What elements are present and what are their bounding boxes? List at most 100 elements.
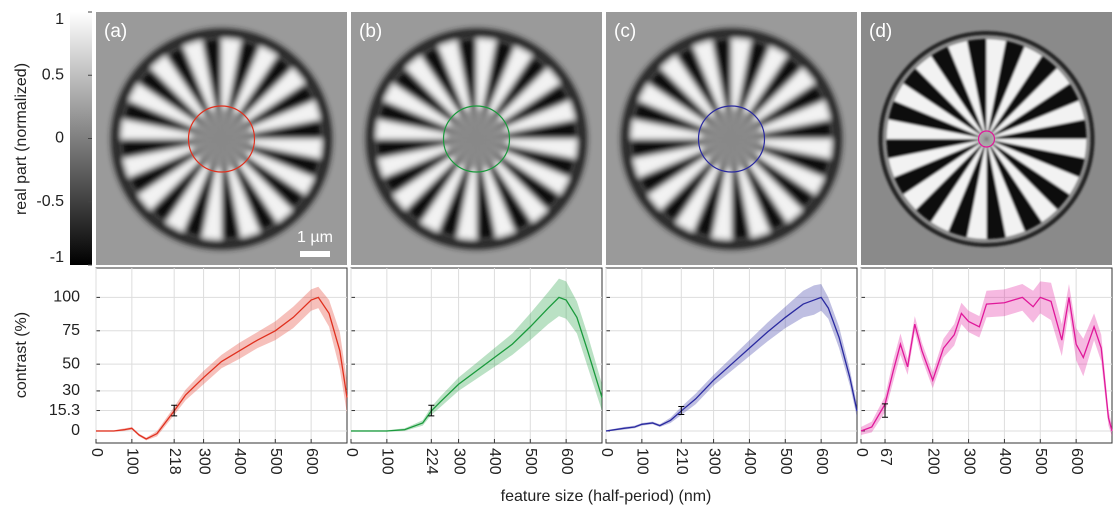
star-spoke xyxy=(948,139,987,238)
star-spoke xyxy=(915,139,987,223)
contrast-line xyxy=(860,296,1113,432)
uncertainty-band xyxy=(96,286,347,441)
star-spoke xyxy=(986,139,1079,195)
star-ring xyxy=(621,28,842,250)
star-spoke xyxy=(986,83,1079,139)
star-spoke xyxy=(986,46,1043,139)
x-tick-label: 67 xyxy=(877,448,894,466)
panel-label: (d) xyxy=(869,21,892,42)
panel-label: (a) xyxy=(104,21,127,42)
x-tick-label: 300 xyxy=(195,448,212,475)
colorbar xyxy=(70,12,92,265)
x-tick-label: 500 xyxy=(522,448,539,475)
x-tick-label: 0 xyxy=(853,448,870,457)
x-tick-label: 600 xyxy=(1068,448,1085,475)
y-tick-label: 50 xyxy=(62,355,80,372)
colorbar-tick-label: 1 xyxy=(55,11,64,28)
x-tick-label: 0 xyxy=(598,448,615,457)
x-tick-label: 600 xyxy=(558,448,575,475)
star-spoke xyxy=(894,83,987,139)
scale-bar xyxy=(300,251,330,257)
star-spoke xyxy=(966,139,987,239)
star-center xyxy=(701,109,762,169)
star-spoke xyxy=(903,139,987,210)
star-spoke xyxy=(986,139,1058,223)
x-tick-label: 500 xyxy=(267,448,284,475)
panel-label: (c) xyxy=(614,21,636,42)
star-ring xyxy=(366,28,587,250)
panel-label: (b) xyxy=(359,21,382,42)
y-tick-label: 30 xyxy=(62,382,80,399)
star-spoke xyxy=(986,139,1085,178)
y-axis-label: contrast (%) xyxy=(13,312,30,398)
x-tick-label: 400 xyxy=(996,448,1013,475)
contrast-line xyxy=(351,296,603,432)
roi-circle xyxy=(442,105,511,173)
star-spoke xyxy=(930,139,987,232)
uncertainty-band xyxy=(606,284,857,432)
contrast-line xyxy=(605,296,858,432)
x-tick-label: 0 xyxy=(343,448,360,457)
star-spoke xyxy=(948,40,987,139)
error-bar xyxy=(678,406,685,416)
x-tick-label: 500 xyxy=(777,448,794,475)
siemens-star xyxy=(621,28,842,250)
x-tick-label: 300 xyxy=(705,448,722,475)
siemens-star xyxy=(111,28,332,250)
star-spoke xyxy=(986,139,1070,210)
x-tick-label: 500 xyxy=(1032,448,1049,475)
star-spoke xyxy=(966,39,987,139)
error-bar xyxy=(171,404,178,417)
roi-circle xyxy=(977,130,996,148)
siemens-star xyxy=(366,28,587,250)
star-spoke xyxy=(986,119,1087,139)
x-tick-label: 600 xyxy=(813,448,830,475)
x-tick-label: 600 xyxy=(303,448,320,475)
colorbar-tick-label: -0.5 xyxy=(36,193,64,210)
x-tick-label: 0 xyxy=(88,448,105,457)
x-tick-label: 100 xyxy=(634,448,651,475)
x-tick-label: 218 xyxy=(166,448,183,475)
star-spoke xyxy=(986,139,1043,232)
colorbar-label: real part (normalized) xyxy=(13,63,30,215)
siemens-star xyxy=(878,31,1095,247)
star-spoke xyxy=(986,40,1025,139)
x-tick-label: 400 xyxy=(741,448,758,475)
x-tick-label: 400 xyxy=(486,448,503,475)
x-tick-label: 300 xyxy=(960,448,977,475)
star-spoke xyxy=(986,55,1058,139)
star-spoke xyxy=(986,100,1085,139)
y-tick-label: 15.3 xyxy=(49,402,80,419)
star-spoke xyxy=(986,139,1025,238)
error-bar xyxy=(882,403,889,418)
star-spoke xyxy=(903,68,987,139)
x-tick-label: 400 xyxy=(231,448,248,475)
star-spoke xyxy=(886,139,987,159)
x-tick-label: 100 xyxy=(124,448,141,475)
star-spoke xyxy=(894,139,987,195)
star-ring xyxy=(111,28,332,250)
contrast-line xyxy=(96,296,348,440)
scale-bar-label: 1 µm xyxy=(297,229,333,246)
star-center xyxy=(191,109,252,169)
image-panel: (c) xyxy=(606,12,857,265)
roi-circle xyxy=(187,105,256,173)
star-spoke xyxy=(986,39,1007,139)
star-spoke xyxy=(915,55,987,139)
star-spoke xyxy=(986,68,1070,139)
colorbar-tick-label: 0 xyxy=(55,130,64,147)
image-panel: (a) xyxy=(96,12,347,265)
star-spoke xyxy=(886,119,987,139)
star-spoke xyxy=(888,100,987,139)
x-tick-label: 100 xyxy=(379,448,396,475)
colorbar-tick-label: 0.5 xyxy=(42,66,64,83)
star-spoke xyxy=(930,46,987,139)
y-tick-label: 100 xyxy=(53,289,80,306)
x-tick-label: 224 xyxy=(423,448,440,475)
uncertainty-band xyxy=(861,281,1112,437)
star-center xyxy=(446,109,507,169)
y-tick-label: 0 xyxy=(71,422,80,439)
x-tick-label: 210 xyxy=(673,448,690,475)
image-panel: (d) xyxy=(861,12,1112,265)
y-tick-label: 75 xyxy=(62,322,80,339)
